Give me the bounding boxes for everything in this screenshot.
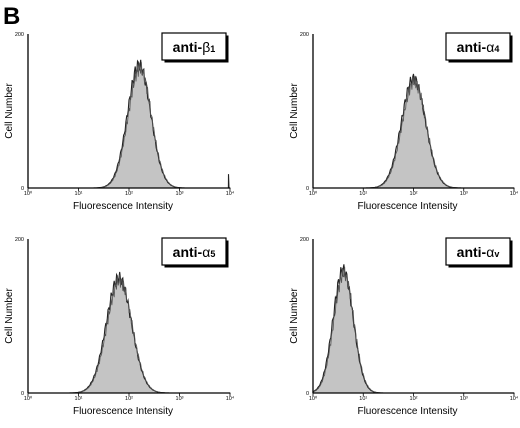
antibody-label: anti-α4 (457, 39, 500, 55)
label-box (445, 237, 511, 266)
x-tick-label: 10² (410, 396, 418, 402)
x-tick-label: 10⁰ (309, 395, 318, 402)
y-axis-title: Cell Number (289, 83, 300, 139)
histogram-panel: 10⁰ 10¹ 10² 10³ 10⁴ 0 200 Fluorescence Intensit… (289, 32, 519, 212)
histogram-area (313, 73, 514, 189)
panel-letter: B (3, 3, 20, 30)
histogram-area (28, 59, 230, 189)
histogram-area (28, 271, 230, 394)
antibody-label: anti-β1 (173, 39, 216, 55)
y-axis-title: Cell Number (289, 288, 300, 344)
antibody-label: anti-αv (457, 244, 500, 260)
histogram-panel: 10⁰ 10¹ 10² 10³ 10⁴ 0 200 Fluorescence Intensit… (4, 237, 235, 417)
x-tick-label: 10⁰ (24, 190, 33, 197)
x-axis-title: Fluorescence Intensity (73, 406, 173, 417)
x-tick-label: 10² (125, 191, 133, 197)
label-box (445, 32, 511, 61)
x-axis-title: Fluorescence Intensity (357, 201, 457, 212)
x-tick-label: 10³ (460, 396, 468, 402)
x-tick-label: 10² (125, 396, 133, 402)
x-tick-label: 10⁴ (226, 190, 235, 197)
y-tick-label: 200 (300, 32, 309, 38)
x-tick-label: 10¹ (359, 396, 367, 402)
x-tick-label: 10⁴ (226, 395, 235, 402)
y-tick-label: 0 (21, 391, 24, 397)
x-tick-label: 10¹ (75, 396, 83, 402)
y-tick-label: 200 (300, 237, 309, 243)
x-axis-title: Fluorescence Intensity (73, 201, 173, 212)
y-axis-title: Cell Number (4, 83, 15, 139)
y-tick-label: 200 (15, 237, 24, 243)
x-tick-label: 10⁰ (24, 395, 33, 402)
label-box (161, 32, 227, 61)
y-tick-label: 200 (15, 32, 24, 38)
label-box (161, 237, 227, 266)
y-tick-label: 0 (21, 186, 24, 192)
histogram-area (312, 264, 514, 394)
x-tick-label: 10³ (460, 191, 468, 197)
x-tick-label: 10⁰ (309, 190, 318, 197)
x-tick-label: 10² (410, 191, 418, 197)
x-tick-label: 10⁴ (510, 190, 519, 197)
y-tick-label: 0 (306, 391, 309, 397)
y-axis-title: Cell Number (4, 288, 15, 344)
x-tick-label: 10¹ (359, 191, 367, 197)
histogram-panel: 10⁰ 10¹ 10² 10³ 10⁴ 0 200 Fluorescence Intensit… (289, 237, 519, 417)
x-tick-label: 10³ (176, 396, 184, 402)
antibody-label: anti-α5 (173, 244, 216, 260)
x-tick-label: 10¹ (75, 191, 83, 197)
x-tick-label: 10³ (176, 191, 184, 197)
y-tick-label: 0 (306, 186, 309, 192)
histogram-panel: 10⁰ 10¹ 10² 10³ 10⁴ 0 200 Fluorescence Intensit… (4, 32, 235, 212)
x-tick-label: 10⁴ (510, 395, 519, 402)
x-axis-title: Fluorescence Intensity (357, 406, 457, 417)
